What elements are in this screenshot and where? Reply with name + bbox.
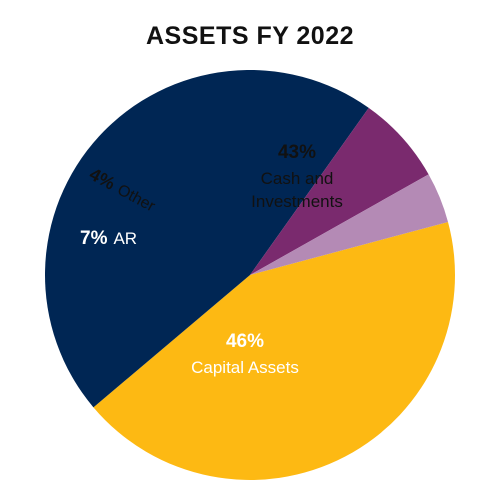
slice-percent-ar: 7% bbox=[80, 228, 108, 249]
slice-label-cash: 43% Cash and Investments bbox=[251, 142, 343, 211]
pie-slice-capital bbox=[45, 70, 369, 408]
slice-label-ar: 7% AR bbox=[80, 228, 137, 249]
pie-slice-cash bbox=[93, 221, 455, 481]
pie-slice-other bbox=[250, 174, 449, 275]
slice-name-cash: Cash and bbox=[261, 169, 334, 188]
slice-percent-cash: 43% bbox=[278, 142, 316, 163]
slice-name-capital: Capital Assets bbox=[191, 358, 299, 377]
slice-percent-capital: 46% bbox=[226, 331, 264, 352]
slice-label-capital: 46% Capital Assets bbox=[191, 331, 299, 377]
chart-title: ASSETS FY 2022 bbox=[145, 22, 355, 50]
slice-name-ar: AR bbox=[113, 229, 137, 248]
slice-name-cash-1: Investments bbox=[251, 192, 343, 211]
pie-slice-ar bbox=[250, 107, 429, 275]
